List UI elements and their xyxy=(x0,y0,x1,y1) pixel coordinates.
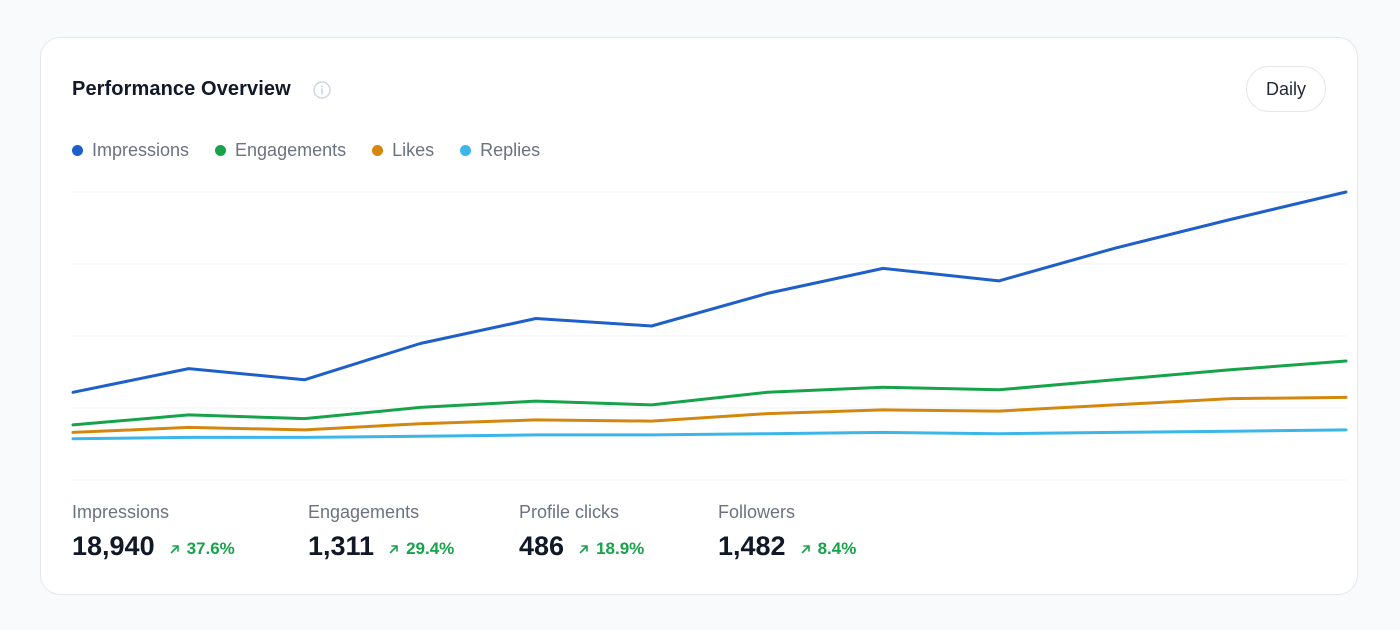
stat-engagements: Engagements 1,311 29.4% xyxy=(308,502,454,562)
legend-label: Replies xyxy=(480,140,541,160)
arrow-up-right-icon xyxy=(170,545,179,554)
chart-legend: Impressions Engagements Likes Replies xyxy=(72,140,540,161)
stat-change-value: 37.6% xyxy=(186,539,235,558)
stat-value: 1,482 xyxy=(718,531,786,561)
stat-label: Followers xyxy=(718,502,796,522)
series-line-impressions xyxy=(71,190,1348,394)
period-dropdown-button[interactable]: Daily xyxy=(1245,66,1326,112)
stat-profile-clicks: Profile clicks 486 18.9% xyxy=(519,502,644,562)
stat-impressions: Impressions 18,940 37.6% xyxy=(72,502,235,562)
stat-change-value: 29.4% xyxy=(406,539,455,558)
stat-label: Impressions xyxy=(72,502,170,522)
stat-value: 18,940 xyxy=(72,531,155,561)
arrow-up-right-icon xyxy=(389,545,398,554)
stat-change-value: 18.9% xyxy=(596,539,645,558)
stat-followers: Followers 1,482 8.4% xyxy=(718,502,856,562)
stat-value: 1,311 xyxy=(308,531,375,561)
legend-item-likes[interactable]: Likes xyxy=(372,140,434,161)
stat-value: 486 xyxy=(519,531,565,561)
legend-label: Engagements xyxy=(235,140,347,160)
legend-item-replies[interactable]: Replies xyxy=(460,140,540,161)
arrow-up-right-icon xyxy=(801,545,810,554)
legend-label: Likes xyxy=(392,140,435,160)
stat-change: 37.6% xyxy=(169,539,235,559)
stat-change-value: 8.4% xyxy=(817,539,857,558)
stats-row: Impressions 18,940 37.6% Engagements 1,3… xyxy=(41,502,1359,582)
performance-card: Performance Overview Daily Impressions E… xyxy=(40,37,1358,595)
card-title: Performance Overview xyxy=(72,78,291,100)
info-icon[interactable] xyxy=(313,81,331,99)
legend-label: Impressions xyxy=(92,140,190,160)
legend-dot-replies xyxy=(460,145,472,156)
series-line-engagements xyxy=(71,359,1348,427)
stat-label: Engagements xyxy=(308,502,420,522)
legend-item-impressions[interactable]: Impressions xyxy=(72,140,189,161)
legend-dot-likes xyxy=(372,145,384,156)
series-line-likes xyxy=(71,395,1348,434)
series-line-replies xyxy=(71,428,1348,441)
stat-change: 8.4% xyxy=(800,539,857,559)
legend-item-engagements[interactable]: Engagements xyxy=(215,140,346,161)
legend-dot-impressions xyxy=(72,145,83,156)
stat-change: 29.4% xyxy=(388,539,454,559)
arrow-up-right-icon xyxy=(579,545,588,554)
stat-change: 18.9% xyxy=(578,539,644,559)
line-chart xyxy=(71,190,1348,481)
stat-label: Profile clicks xyxy=(519,502,620,522)
legend-dot-engagements xyxy=(215,145,227,156)
